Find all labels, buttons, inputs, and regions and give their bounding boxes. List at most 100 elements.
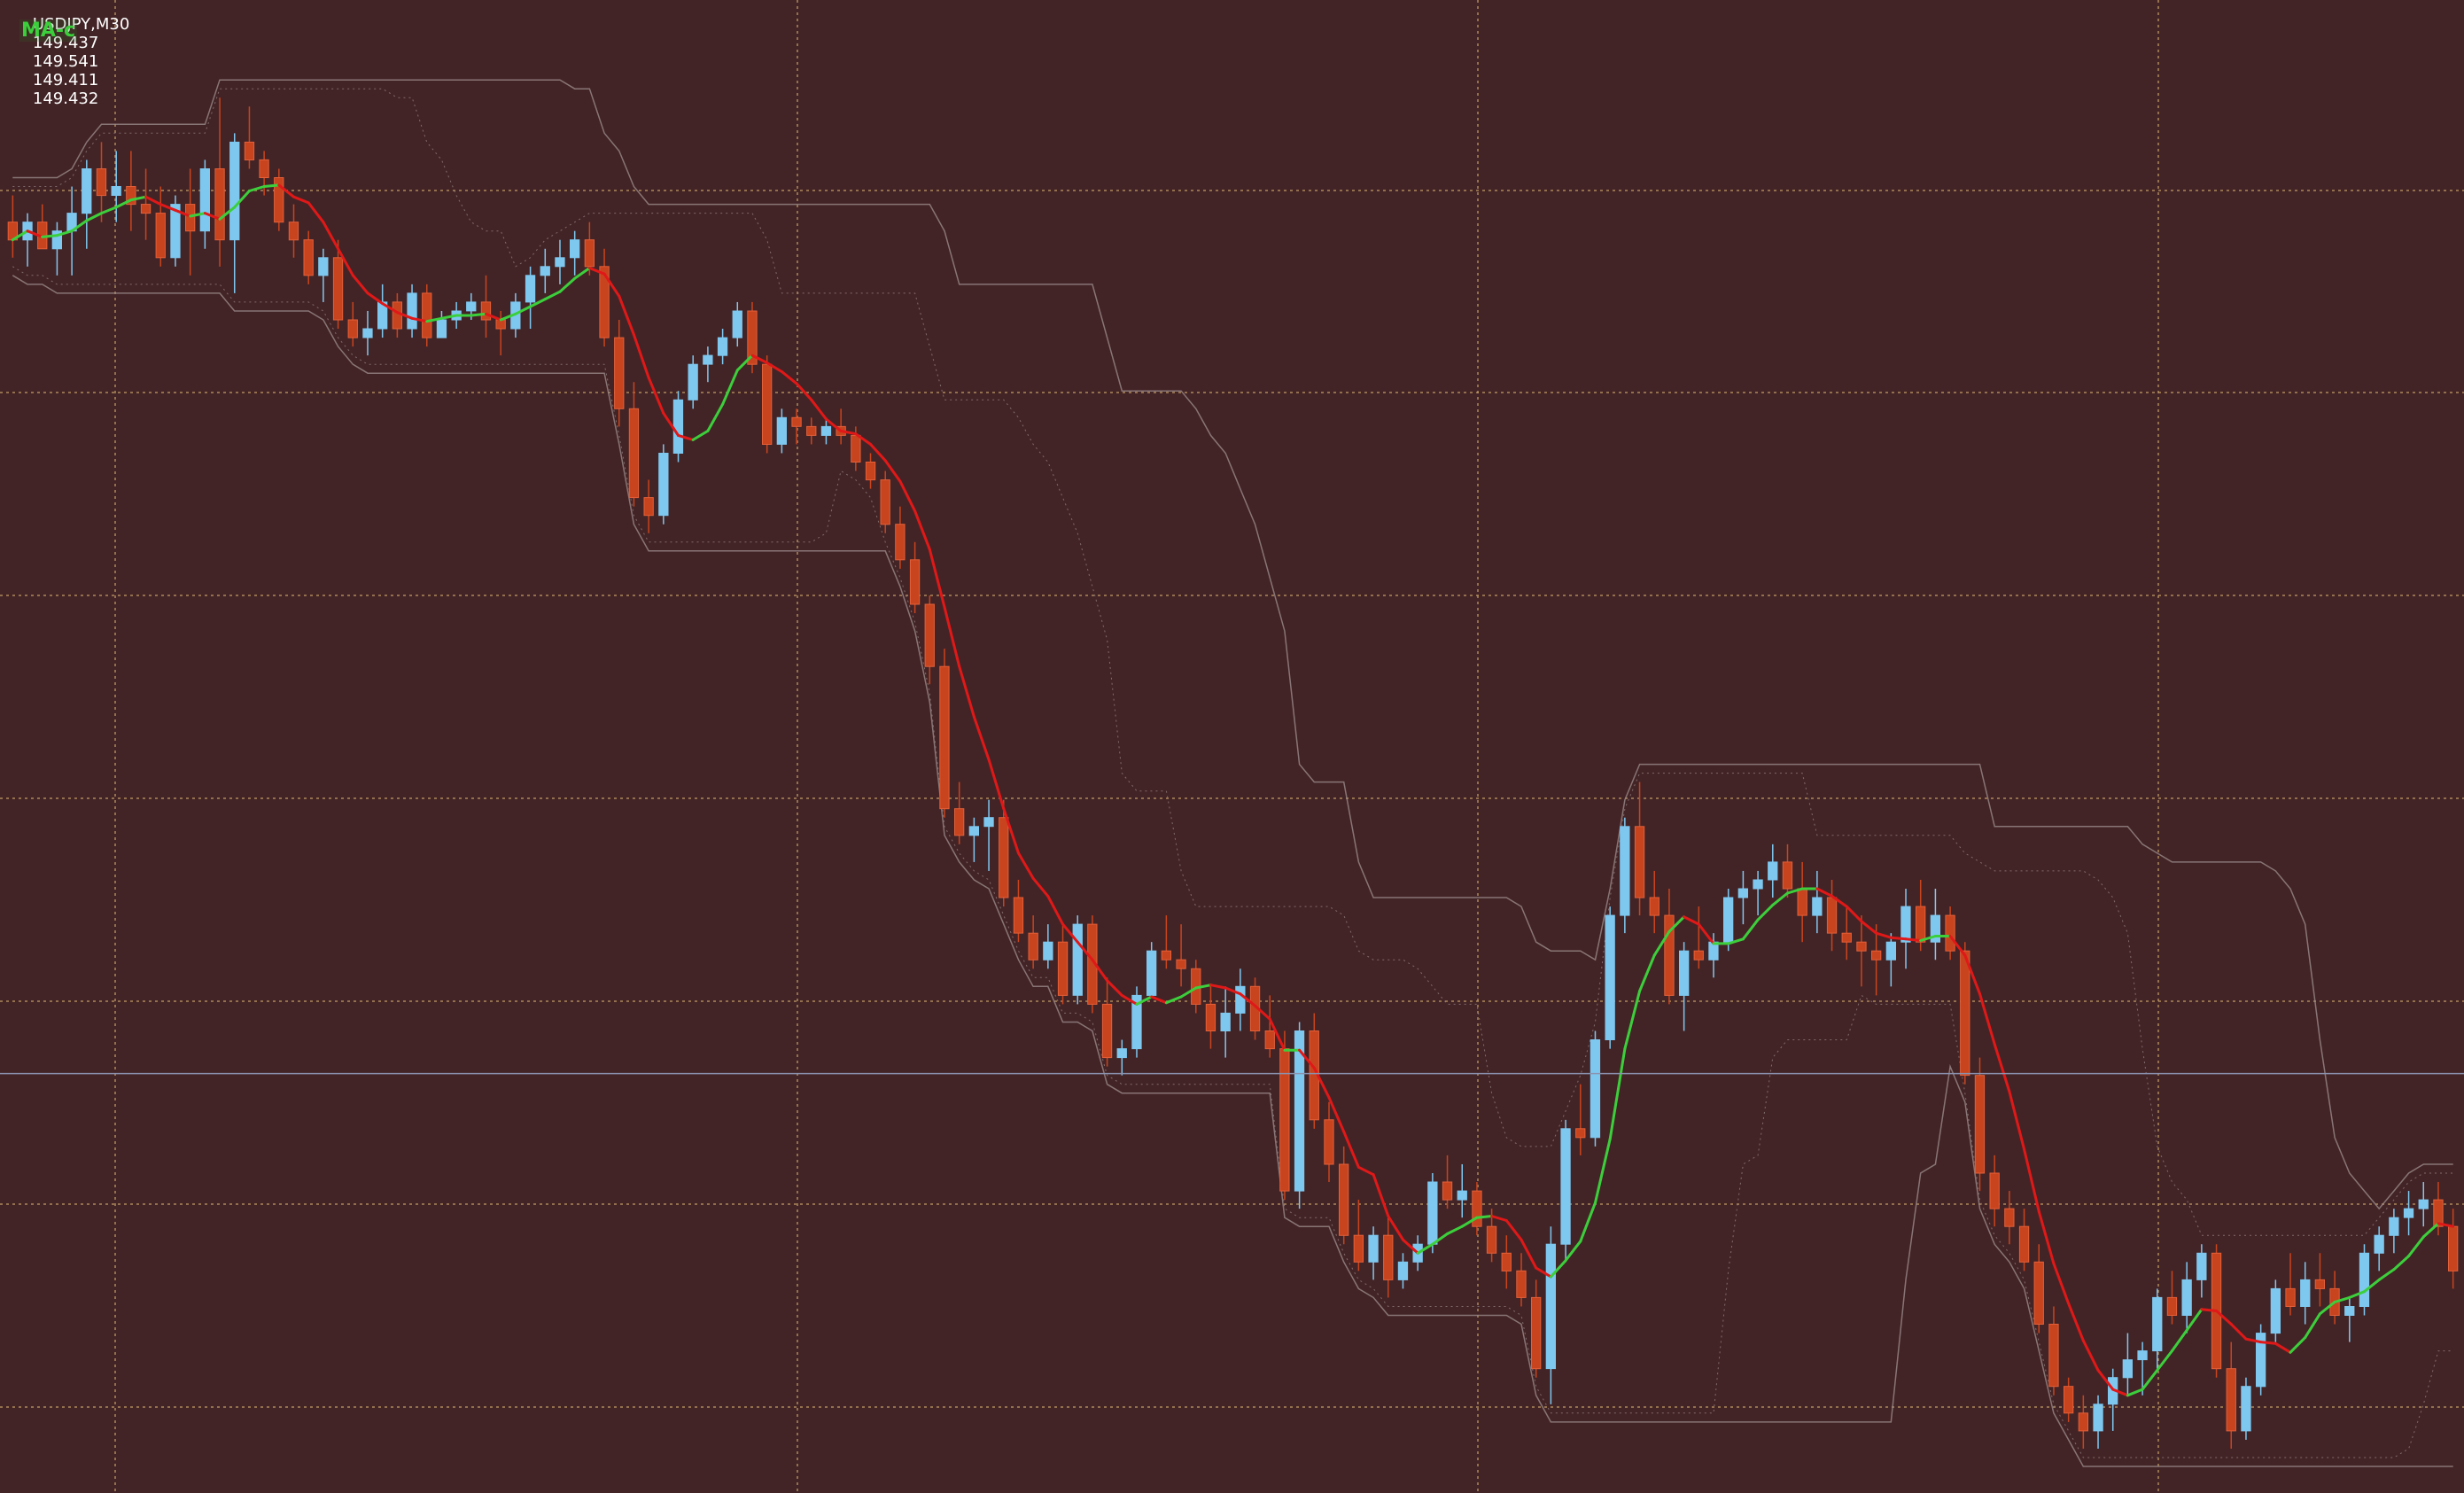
candle-body (1116, 1048, 1127, 1059)
candle-body (140, 204, 152, 214)
ma-segment (1623, 989, 1642, 1051)
candle-body (2033, 1261, 2044, 1326)
ma-segment (1831, 894, 1848, 908)
ma-segment (1387, 1215, 1404, 1241)
candle-body (466, 301, 477, 312)
candle-body (436, 319, 447, 338)
ma-segment (1771, 891, 1789, 906)
candle-body (1427, 1181, 1438, 1245)
ohlc-high: 149.541 (32, 52, 99, 71)
candle-body (199, 168, 210, 232)
ma-segment (2318, 1301, 2336, 1316)
ma-segment (1579, 1201, 1597, 1243)
candle-body (96, 168, 107, 197)
ma-segment (26, 229, 44, 238)
ma-segment (1135, 995, 1154, 1006)
candle-body (214, 168, 225, 241)
lower-band-line (12, 275, 2453, 1467)
ma-segment (514, 305, 532, 315)
candle-body (1545, 1243, 1556, 1370)
candle-body (2226, 1368, 2236, 1432)
ma-segment (425, 316, 443, 323)
ma-segment (1889, 936, 1908, 941)
ohlc-low: 149.411 (32, 71, 99, 89)
ma-segment (1091, 958, 1109, 983)
candle-body (2004, 1208, 2015, 1227)
candle-body (2403, 1208, 2414, 1218)
ma-segment (1356, 1165, 1375, 1177)
ma-segment (691, 429, 710, 441)
ma-segment (55, 229, 74, 237)
candle-body (1486, 1225, 1497, 1254)
candle-body (1723, 897, 1734, 943)
ma-segment (2377, 1268, 2396, 1281)
candle-body (51, 230, 63, 250)
candle-body (1339, 1163, 1349, 1236)
candle-body (1397, 1261, 1409, 1280)
ma-segment (1667, 915, 1686, 933)
candle-body (983, 817, 994, 828)
candle-body (747, 310, 758, 365)
ma-segment (2081, 1339, 2100, 1372)
ma-segment (351, 274, 369, 295)
ma-segment (1652, 930, 1671, 957)
ma-segment (1504, 1219, 1523, 1241)
candle-body (303, 239, 314, 276)
ma-segment (913, 509, 931, 551)
ma-segment (189, 212, 206, 218)
candle-body (1072, 923, 1083, 996)
candle-body (2093, 1404, 2103, 1432)
candle-body (2359, 1252, 2370, 1308)
ma-segment (159, 203, 177, 212)
candle-body (170, 204, 181, 259)
ma-segment (2067, 1302, 2085, 1342)
candle-body (658, 453, 669, 517)
candle-body (2078, 1412, 2088, 1432)
ma-segment (410, 316, 429, 323)
ma-segment (2229, 1323, 2248, 1341)
candle-body (909, 559, 921, 605)
ma-segment (2437, 1222, 2455, 1228)
candle-body (2285, 1287, 2296, 1308)
candle-body (2181, 1279, 2192, 1317)
candle-body (480, 301, 492, 321)
candle-body (1753, 879, 1763, 890)
candle-body (717, 337, 728, 356)
candle-body (1501, 1252, 1512, 1271)
candle-body (1013, 897, 1024, 934)
indicator-label[interactable]: MA-c (19, 19, 78, 42)
candle-body (2314, 1279, 2325, 1289)
ma-segment (883, 459, 902, 483)
ma-segment (2363, 1278, 2381, 1294)
candle-body (2152, 1296, 2163, 1352)
ma-segment (1372, 1173, 1390, 1217)
candle-body (672, 399, 684, 454)
candle-body (1664, 914, 1675, 996)
candle-body (555, 257, 565, 268)
ma-segment (1164, 995, 1183, 1005)
candle-body (1620, 826, 1630, 916)
candle-body (1841, 932, 1852, 943)
ma-segment (144, 195, 162, 206)
candle-body (1457, 1190, 1467, 1201)
candle-body (229, 141, 240, 241)
candle-body (851, 434, 861, 463)
ma-segment (1179, 986, 1198, 999)
ma-segment (2421, 1222, 2440, 1239)
candle-body (939, 665, 950, 810)
ma-segment (1061, 922, 1079, 944)
ma-segment (2259, 1341, 2277, 1345)
ma-segment (1490, 1215, 1508, 1222)
ma-segment (1727, 937, 1745, 945)
ma-segment (2126, 1388, 2144, 1397)
ma-segment (292, 195, 310, 205)
candles (7, 97, 2459, 1449)
ma-segment (1431, 1233, 1449, 1246)
ma-segment (262, 183, 281, 188)
candle-body (1324, 1119, 1334, 1165)
ma-segment (647, 376, 665, 415)
candle-body (1590, 1039, 1601, 1139)
candle-body (1575, 1128, 1586, 1139)
